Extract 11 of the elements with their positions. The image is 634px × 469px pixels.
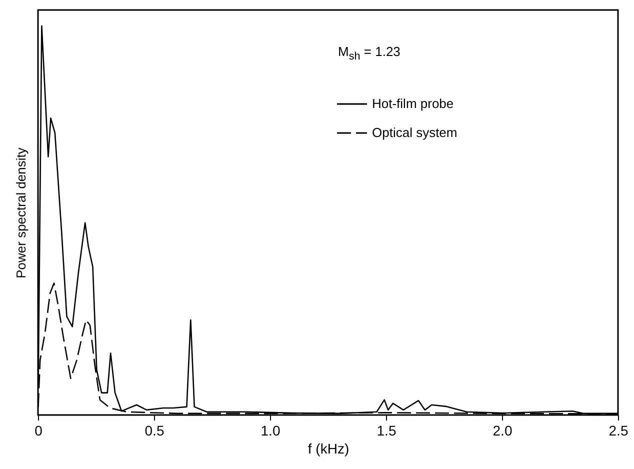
x-tick-label: 0.5 (144, 422, 164, 438)
x-tick-label: 1.5 (376, 422, 396, 438)
legend-label: Hot-film probe (372, 96, 454, 111)
annotation: M$_{sh}$ = 1.23 (338, 44, 400, 63)
x-tick-label: 2.0 (492, 422, 512, 438)
x-axis-title: f (kHz) (308, 440, 350, 456)
legend-label: Optical system (372, 125, 458, 140)
x-tick-label: 1.0 (260, 422, 280, 438)
x-tick-label: 0 (34, 422, 43, 438)
x-tick-label: 2.5 (608, 422, 628, 438)
y-axis-title: Power spectral density (14, 147, 28, 278)
